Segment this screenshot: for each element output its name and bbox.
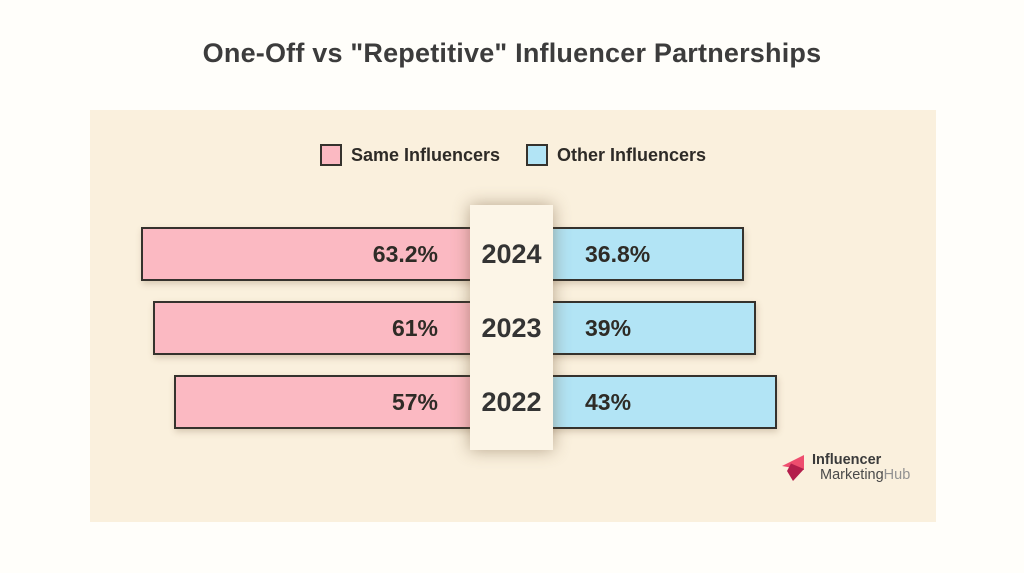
year-label-2022: 2022 <box>481 386 542 417</box>
legend: Same Influencers Other Influencers <box>90 144 936 166</box>
bar-value-label: 61% <box>391 315 438 341</box>
bar-other-influencers-2023: 39% <box>543 301 756 355</box>
legend-item-other-influencers: Other Influencers <box>526 144 706 166</box>
page-title: One-Off vs "Repetitive" Influencer Partn… <box>202 38 822 68</box>
logo-text: Influencer MarketingHub <box>812 453 910 483</box>
influencer-marketinghub-logo: Influencer MarketingHub <box>780 453 910 483</box>
logo-line1: Influencer <box>812 452 882 468</box>
bar-value-label: 63.2% <box>372 241 438 267</box>
legend-label: Other Influencers <box>557 144 707 165</box>
bar-value-label: 36.8% <box>585 241 651 267</box>
year-label-2023: 2023 <box>481 312 542 343</box>
bar-same-influencers-2022: 57% <box>173 375 480 429</box>
bar-same-influencers-2024: 63.2% <box>141 227 480 281</box>
bar-other-influencers-2022: 43% <box>543 375 777 429</box>
bar-same-influencers-2023: 61% <box>152 301 480 355</box>
logo-line2: MarketingHub <box>820 468 910 483</box>
legend-swatch-pink <box>319 144 342 166</box>
bar-other-influencers-2024: 36.8% <box>543 227 745 281</box>
bar-value-label: 43% <box>585 389 632 415</box>
year-axis-band <box>470 205 553 450</box>
legend-swatch-blue <box>526 144 548 166</box>
bar-value-label: 57% <box>391 389 438 415</box>
influencer-marketinghub-logo-icon <box>782 455 804 481</box>
chart-card: Same Influencers Other Influencers 63.2%… <box>90 110 936 522</box>
legend-item-same-influencers: Same Influencers <box>319 144 500 166</box>
bar-value-label: 39% <box>585 315 632 341</box>
year-label-2024: 2024 <box>481 238 542 269</box>
legend-label: Same Influencers <box>350 144 500 165</box>
logo-marketing-text: Marketing <box>820 467 884 483</box>
logo-hub-text: Hub <box>883 467 911 483</box>
